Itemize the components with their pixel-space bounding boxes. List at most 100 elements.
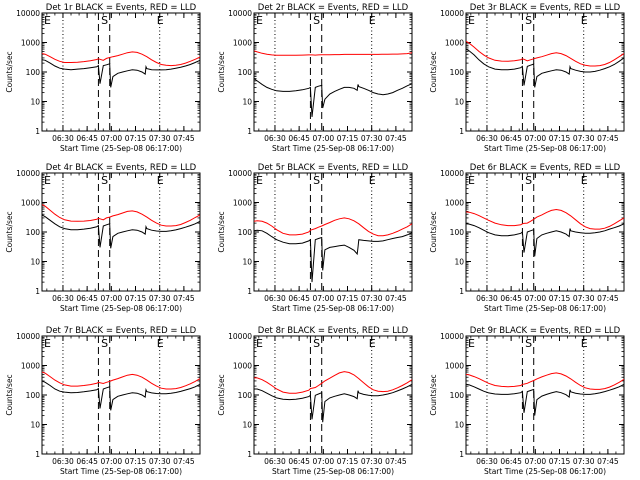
x-tick-label: 06:30 bbox=[264, 457, 286, 466]
detector-panel-1: Det 1r BLACK = Events, RED = LLD 1 10 100 10… bbox=[5, 3, 201, 153]
detector-panel-9: Det 9r BLACK = Events, RED = LLD 1 10 100 10… bbox=[429, 326, 625, 476]
y-tick-label: 1 bbox=[459, 127, 464, 136]
x-tick-label: 06:45 bbox=[76, 134, 98, 143]
x-tick-label: 07:15 bbox=[125, 294, 147, 303]
y-axis-label: Counts/sec bbox=[429, 51, 438, 92]
plot-frame bbox=[253, 335, 413, 455]
panel-title: Det 5r BLACK = Events, RED = LLD bbox=[258, 163, 409, 173]
y-tick-label: 10 bbox=[30, 98, 40, 107]
event-marker-label: E bbox=[468, 337, 475, 350]
y-tick-label: 1000 bbox=[445, 362, 464, 371]
panel-title: Det 6r BLACK = Events, RED = LLD bbox=[470, 163, 621, 173]
event-marker-label: E bbox=[157, 14, 164, 27]
event-marker-label: E bbox=[581, 174, 588, 187]
event-marker-label: E bbox=[44, 337, 51, 350]
events-series-line bbox=[254, 78, 412, 117]
event-marker-label: S bbox=[101, 337, 108, 350]
y-tick-label: 1 bbox=[247, 287, 252, 296]
x-tick-label: 07:00 bbox=[525, 134, 547, 143]
events-series-line bbox=[254, 383, 412, 423]
y-tick-label: 1 bbox=[35, 450, 40, 459]
y-tick-label: 100 bbox=[450, 68, 465, 77]
x-axis-label: Start Time (25-Sep-08 06:17:00) bbox=[484, 304, 606, 313]
events-series-line bbox=[42, 380, 200, 411]
x-tick-label: 07:45 bbox=[385, 134, 407, 143]
event-marker-label: E bbox=[44, 14, 51, 27]
events-series-line bbox=[42, 214, 200, 249]
y-axis-label: Counts/sec bbox=[429, 374, 438, 415]
event-marker-label: S bbox=[525, 14, 532, 27]
x-axis-label: Start Time (25-Sep-08 06:17:00) bbox=[484, 144, 606, 153]
panel-title: Det 3r BLACK = Events, RED = LLD bbox=[470, 3, 621, 13]
y-tick-label: 10 bbox=[242, 421, 252, 430]
y-axis-label: Counts/sec bbox=[217, 374, 226, 415]
x-tick-label: 06:30 bbox=[476, 457, 498, 466]
event-marker-label: E bbox=[44, 174, 51, 187]
y-tick-label: 100 bbox=[26, 68, 41, 77]
y-tick-label: 1000 bbox=[233, 39, 252, 48]
y-tick-label: 100 bbox=[26, 391, 41, 400]
x-axis-label: Start Time (25-Sep-08 06:17:00) bbox=[60, 467, 182, 476]
events-series-line bbox=[42, 59, 200, 88]
event-marker-label: E bbox=[256, 14, 263, 27]
x-tick-label: 07:30 bbox=[361, 134, 383, 143]
x-tick-label: 07:30 bbox=[361, 457, 383, 466]
y-tick-label: 10000 bbox=[440, 332, 464, 341]
y-axis-label: Counts/sec bbox=[217, 51, 226, 92]
y-tick-label: 100 bbox=[238, 68, 253, 77]
y-tick-label: 10000 bbox=[228, 9, 252, 18]
x-tick-label: 06:45 bbox=[500, 294, 522, 303]
x-tick-label: 07:15 bbox=[549, 134, 571, 143]
event-marker-label: E bbox=[581, 14, 588, 27]
event-marker-label: E bbox=[256, 174, 263, 187]
event-marker-label: E bbox=[369, 337, 376, 350]
x-tick-label: 07:45 bbox=[597, 134, 619, 143]
x-tick-label: 07:30 bbox=[149, 134, 171, 143]
plot-frame bbox=[253, 12, 413, 132]
panel-title: Det 9r BLACK = Events, RED = LLD bbox=[470, 326, 621, 336]
y-tick-label: 10000 bbox=[440, 9, 464, 18]
x-tick-label: 07:45 bbox=[173, 457, 195, 466]
x-axis-label: Start Time (25-Sep-08 06:17:00) bbox=[60, 304, 182, 313]
event-marker-label: E bbox=[369, 14, 376, 27]
event-marker-label: E bbox=[157, 174, 164, 187]
x-tick-label: 06:30 bbox=[476, 294, 498, 303]
x-tick-label: 07:00 bbox=[525, 457, 547, 466]
x-tick-label: 07:00 bbox=[313, 294, 335, 303]
y-tick-label: 10000 bbox=[16, 332, 40, 341]
y-axis-label: Counts/sec bbox=[5, 51, 14, 92]
y-tick-label: 10000 bbox=[440, 169, 464, 178]
x-tick-label: 07:15 bbox=[125, 457, 147, 466]
event-marker-label: S bbox=[101, 174, 108, 187]
event-marker-label: S bbox=[313, 14, 320, 27]
panel-title: Det 4r BLACK = Events, RED = LLD bbox=[46, 163, 197, 173]
x-tick-label: 06:30 bbox=[52, 134, 74, 143]
event-marker-label: S bbox=[525, 174, 532, 187]
y-tick-label: 10 bbox=[454, 421, 464, 430]
y-tick-label: 100 bbox=[238, 228, 253, 237]
x-tick-label: 06:30 bbox=[476, 134, 498, 143]
event-marker-label: E bbox=[468, 14, 475, 27]
event-marker-label: E bbox=[581, 337, 588, 350]
x-tick-label: 06:45 bbox=[500, 457, 522, 466]
y-tick-label: 10000 bbox=[228, 169, 252, 178]
x-tick-label: 06:45 bbox=[288, 134, 310, 143]
x-tick-label: 06:45 bbox=[288, 294, 310, 303]
event-marker-label: S bbox=[101, 14, 108, 27]
x-tick-label: 06:30 bbox=[264, 134, 286, 143]
detector-panel-4: Det 4r BLACK = Events, RED = LLD 1 10 100 10… bbox=[5, 163, 201, 313]
y-axis-label: Counts/sec bbox=[429, 211, 438, 252]
panel-title: Det 2r BLACK = Events, RED = LLD bbox=[258, 3, 409, 13]
lld-series-line bbox=[466, 372, 624, 390]
lld-series-line bbox=[254, 50, 412, 56]
x-tick-label: 07:15 bbox=[337, 457, 359, 466]
y-tick-label: 1 bbox=[35, 287, 40, 296]
x-axis-label: Start Time (25-Sep-08 06:17:00) bbox=[60, 144, 182, 153]
y-tick-label: 10000 bbox=[16, 9, 40, 18]
x-tick-label: 07:30 bbox=[573, 457, 595, 466]
y-tick-label: 1 bbox=[247, 450, 252, 459]
x-tick-label: 07:15 bbox=[549, 294, 571, 303]
x-axis-label: Start Time (25-Sep-08 06:17:00) bbox=[272, 304, 394, 313]
x-tick-label: 07:30 bbox=[573, 294, 595, 303]
